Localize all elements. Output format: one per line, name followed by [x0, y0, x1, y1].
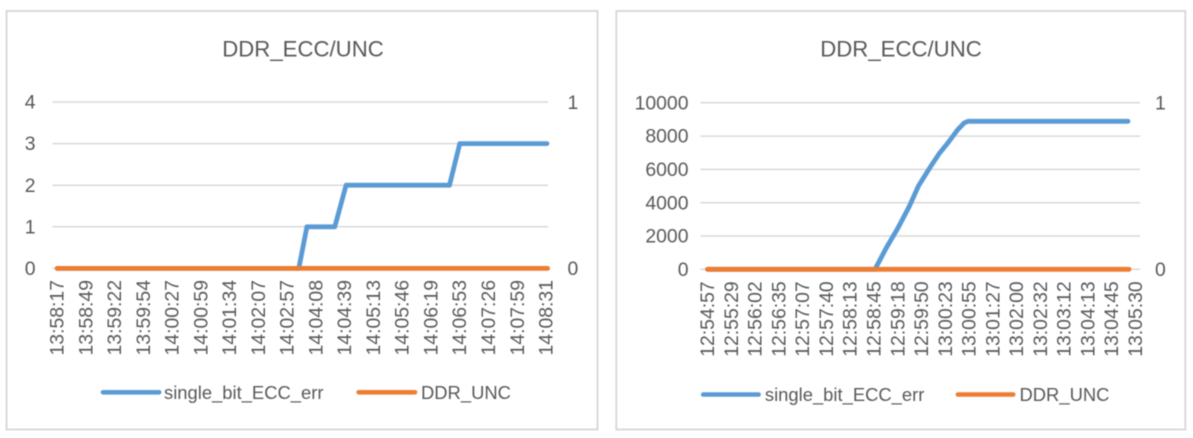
- svg-text:12:55:29: 12:55:29: [721, 281, 743, 356]
- svg-text:14:07:59: 14:07:59: [507, 280, 529, 355]
- svg-text:14:02:07: 14:02:07: [248, 280, 270, 355]
- svg-text:13:58:17: 13:58:17: [47, 280, 69, 355]
- svg-text:12:57:40: 12:57:40: [816, 281, 838, 357]
- svg-text:12:54:57: 12:54:57: [697, 281, 719, 356]
- svg-text:13:58:49: 13:58:49: [75, 280, 97, 355]
- svg-text:2000: 2000: [645, 226, 688, 248]
- svg-text:12:57:07: 12:57:07: [792, 281, 814, 356]
- svg-text:1: 1: [568, 92, 579, 114]
- svg-text:14:01:34: 14:01:34: [219, 280, 241, 356]
- svg-text:14:06:19: 14:06:19: [421, 280, 443, 355]
- svg-text:13:04:13: 13:04:13: [1077, 281, 1099, 356]
- svg-text:12:58:45: 12:58:45: [864, 281, 886, 356]
- svg-text:14:08:31: 14:08:31: [536, 280, 558, 355]
- svg-text:14:00:27: 14:00:27: [162, 280, 184, 355]
- svg-text:12:56:35: 12:56:35: [768, 281, 790, 356]
- svg-text:single_bit_ECC_err: single_bit_ECC_err: [765, 384, 924, 406]
- svg-text:12:58:13: 12:58:13: [840, 281, 862, 356]
- svg-text:0: 0: [25, 258, 36, 280]
- svg-text:4: 4: [25, 92, 36, 114]
- svg-text:14:04:39: 14:04:39: [334, 280, 356, 355]
- svg-text:6000: 6000: [645, 159, 688, 181]
- svg-text:13:02:00: 13:02:00: [1006, 281, 1028, 357]
- svg-text:8000: 8000: [645, 126, 688, 148]
- svg-text:4000: 4000: [645, 192, 688, 214]
- svg-text:3: 3: [25, 133, 36, 155]
- svg-text:12:59:50: 12:59:50: [911, 281, 933, 357]
- svg-text:13:04:45: 13:04:45: [1101, 281, 1123, 356]
- svg-text:13:59:22: 13:59:22: [104, 280, 126, 355]
- svg-text:single_bit_ECC_err: single_bit_ECC_err: [164, 382, 323, 404]
- svg-text:14:04:08: 14:04:08: [305, 280, 327, 355]
- svg-text:13:01:27: 13:01:27: [982, 281, 1004, 356]
- svg-text:13:05:30: 13:05:30: [1125, 281, 1147, 357]
- svg-text:14:06:53: 14:06:53: [449, 280, 471, 355]
- svg-text:10000: 10000: [635, 92, 689, 114]
- svg-text:12:59:18: 12:59:18: [887, 281, 909, 356]
- svg-text:13:02:32: 13:02:32: [1030, 281, 1052, 356]
- svg-text:0: 0: [678, 259, 689, 281]
- svg-text:1: 1: [1155, 92, 1166, 114]
- svg-text:13:59:54: 13:59:54: [133, 280, 155, 356]
- svg-text:14:07:26: 14:07:26: [478, 280, 500, 355]
- svg-text:13:00:55: 13:00:55: [959, 281, 981, 356]
- svg-text:1: 1: [25, 216, 36, 238]
- svg-text:12:56:02: 12:56:02: [745, 281, 767, 356]
- svg-text:13:00:23: 13:00:23: [935, 281, 957, 356]
- svg-text:2: 2: [25, 175, 36, 197]
- svg-text:14:02:57: 14:02:57: [277, 280, 299, 355]
- svg-text:DDR_ECC/UNC: DDR_ECC/UNC: [820, 37, 982, 62]
- svg-text:DDR_UNC: DDR_UNC: [421, 382, 511, 404]
- svg-text:13:03:12: 13:03:12: [1054, 281, 1076, 356]
- svg-text:0: 0: [1155, 259, 1166, 281]
- svg-text:14:05:13: 14:05:13: [363, 280, 385, 355]
- svg-text:14:00:59: 14:00:59: [190, 280, 212, 355]
- svg-text:0: 0: [568, 258, 579, 280]
- svg-text:14:05:46: 14:05:46: [392, 280, 414, 355]
- svg-text:DDR_UNC: DDR_UNC: [1020, 384, 1110, 406]
- svg-text:DDR_ECC/UNC: DDR_ECC/UNC: [222, 37, 384, 62]
